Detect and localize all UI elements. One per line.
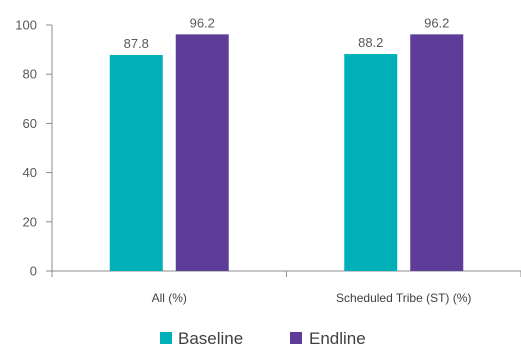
data-label-endline-1: 96.2 [190, 15, 215, 30]
legend-swatch-baseline [160, 332, 172, 344]
bar-endline-1 [175, 34, 229, 272]
x-axis [51, 270, 521, 277]
legend: Baseline Endline [160, 329, 366, 348]
bar-baseline-1 [109, 55, 163, 272]
legend-label-endline: Endline [309, 329, 366, 348]
y-axis: 0 20 40 60 80 100 [15, 18, 53, 279]
bar-baseline-2 [344, 54, 398, 271]
y-tick-label: 0 [30, 264, 37, 279]
data-label-endline-2: 96.2 [424, 15, 449, 30]
category-label: Scheduled Tribe (ST) (%) [336, 291, 471, 305]
legend-swatch-endline [290, 332, 302, 344]
legend-label-baseline: Baseline [178, 329, 243, 348]
y-tick-label: 100 [15, 18, 37, 33]
y-tick-label: 40 [23, 165, 37, 180]
y-tick-label: 20 [23, 214, 37, 229]
y-tick-label: 60 [23, 116, 37, 131]
category-labels: All (%) Scheduled Tribe (ST) (%) [152, 291, 472, 305]
bars [109, 34, 464, 272]
data-labels: 87.8 96.2 88.2 96.2 [124, 15, 450, 51]
data-label-baseline-2: 88.2 [358, 35, 383, 50]
y-tick-label: 80 [23, 67, 37, 82]
category-label: All (%) [152, 291, 187, 305]
data-label-baseline-1: 87.8 [124, 36, 149, 51]
bar-endline-2 [410, 34, 464, 272]
